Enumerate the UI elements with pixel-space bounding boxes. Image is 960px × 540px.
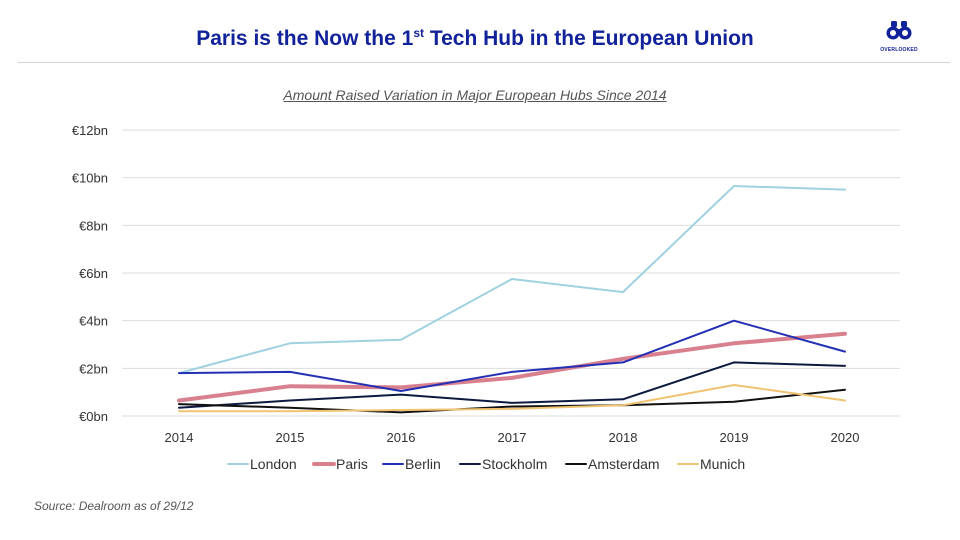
header-divider	[18, 62, 950, 63]
chart-title: Amount Raised Variation in Major Europea…	[283, 87, 667, 103]
series-line-london	[178, 185, 846, 375]
y-tick-label: €6bn	[79, 266, 108, 281]
x-tick-label: 2014	[165, 430, 194, 445]
title-superscript: st	[413, 26, 424, 40]
x-axis-ticks: 2014 2015 2016 2017 2018 2019 2020	[165, 430, 860, 445]
logo-text: OVERLOOKED	[880, 47, 918, 53]
page-title: Paris is the Now the 1st Tech Hub in the…	[0, 26, 950, 51]
source-note: Source: Dealroom as of 29/12	[34, 499, 194, 513]
legend-label-london: London	[250, 456, 297, 472]
legend: London Paris Berlin Stockholm Amsterdam Munic…	[227, 456, 745, 472]
legend-label-berlin: Berlin	[405, 456, 441, 472]
y-tick-label: €0bn	[79, 409, 108, 424]
x-tick-label: 2019	[720, 430, 749, 445]
series-lines	[177, 185, 847, 414]
legend-label-paris: Paris	[336, 456, 368, 472]
title-text-rest: Tech Hub in the European Union	[423, 27, 754, 50]
y-tick-label: €12bn	[72, 123, 108, 138]
y-axis-ticks: €0bn €2bn €4bn €6bn €8bn €10bn €12bn	[72, 123, 108, 424]
series-line-paris	[177, 331, 847, 403]
y-tick-label: €10bn	[72, 171, 108, 186]
x-tick-label: 2016	[387, 430, 416, 445]
series-line-stockholm	[178, 361, 846, 409]
title-text: Paris is the Now the 1	[196, 27, 414, 50]
x-tick-label: 2015	[276, 430, 305, 445]
legend-label-amsterdam: Amsterdam	[588, 456, 660, 472]
y-tick-label: €4bn	[79, 314, 108, 329]
x-tick-label: 2018	[609, 430, 638, 445]
x-tick-label: 2017	[498, 430, 527, 445]
legend-label-munich: Munich	[700, 456, 745, 472]
series-line-amsterdam	[178, 388, 846, 414]
y-tick-label: €8bn	[79, 218, 108, 233]
series-line-munich	[178, 384, 846, 413]
series-line-berlin	[178, 319, 846, 392]
gridlines	[122, 129, 900, 417]
binoculars-icon	[886, 21, 912, 40]
brand-logo: OVERLOOKED	[866, 20, 932, 53]
legend-label-stockholm: Stockholm	[482, 456, 547, 472]
y-tick-label: €2bn	[79, 361, 108, 376]
x-tick-label: 2020	[831, 430, 860, 445]
